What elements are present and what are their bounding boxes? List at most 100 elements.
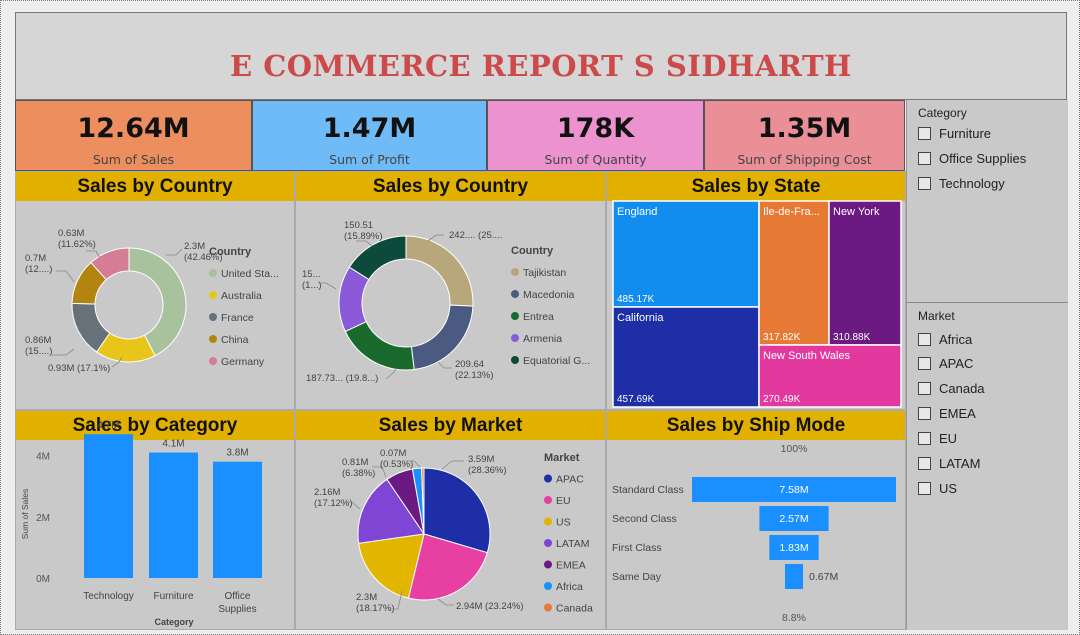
treemap-cell[interactable]: [758, 344, 902, 408]
kpi-card-shipping-cost[interactable]: 1.35M Sum of Shipping Cost: [704, 100, 905, 171]
funnel-bar[interactable]: [692, 477, 896, 502]
legend-label[interactable]: US: [556, 517, 571, 529]
kpi-card-profit[interactable]: 1.47M Sum of Profit: [252, 100, 487, 171]
data-label: 2.3M: [184, 241, 205, 252]
kpi-card-sales[interactable]: 12.64M Sum of Sales: [15, 100, 252, 171]
treemap-label: New York: [833, 206, 880, 218]
bar[interactable]: [84, 434, 133, 578]
market-slicer: Market Africa APAC Canada EMEA EU LATAM …: [906, 303, 1068, 630]
market-option-us[interactable]: US: [918, 479, 957, 497]
legend-label[interactable]: Africa: [556, 581, 583, 593]
slice-3[interactable]: [357, 478, 425, 544]
checkbox[interactable]: [918, 176, 931, 190]
market-option-canada[interactable]: Canada: [918, 379, 985, 397]
legend-label[interactable]: Equatorial G...: [523, 355, 590, 367]
checkbox[interactable]: [918, 356, 931, 370]
legend-label[interactable]: Armenia: [523, 333, 562, 345]
legend-label[interactable]: Tajikistan: [523, 267, 566, 279]
slice-2[interactable]: [358, 533, 425, 599]
checkbox[interactable]: [918, 431, 931, 445]
legend-label[interactable]: Macedonia: [523, 289, 575, 301]
legend-label[interactable]: Australia: [221, 290, 262, 302]
checkbox[interactable]: [918, 332, 931, 346]
sales-by-ship-mode-funnel-chart[interactable]: 100% Standard Class 7.58M Second Class 2.57M…: [607, 411, 906, 630]
market-option-latam[interactable]: LATAM: [918, 454, 980, 472]
funnel-top-percent: 100%: [781, 443, 808, 455]
slice-2[interactable]: [344, 321, 415, 371]
treemap-label: New South Wales: [763, 350, 851, 362]
legend-label[interactable]: APAC: [556, 474, 584, 486]
option-label: Canada: [939, 380, 985, 396]
bar[interactable]: [149, 452, 198, 578]
data-label: 187.73... (19.8...): [306, 373, 378, 384]
sales-by-state-treemap[interactable]: England 485.17K California 457.69K Ile-de-Fr…: [607, 172, 906, 410]
treemap-value: 457.69K: [617, 394, 655, 405]
leader-line: [385, 368, 397, 380]
sales-by-ship-mode-panel[interactable]: Sales by Ship Mode 100% Standard Class 7.5…: [606, 410, 906, 630]
category-option-furniture[interactable]: Furniture: [918, 124, 991, 142]
slice-6[interactable]: [421, 467, 425, 535]
funnel-category-label: First Class: [612, 542, 662, 554]
sales-by-country-donut-chart[interactable]: 2.3M(42.46%) 0.93M (17.1%) 0.86M(15....) 0.…: [16, 172, 295, 410]
legend-marker: [511, 290, 519, 298]
checkbox[interactable]: [918, 126, 931, 140]
panel-title: Sales by Market: [296, 411, 605, 440]
data-label: 0.63M: [58, 228, 84, 239]
legend-label[interactable]: EU: [556, 495, 571, 507]
leader-line: [388, 590, 403, 610]
option-label: Technology: [939, 175, 1005, 191]
funnel-bar[interactable]: [759, 506, 829, 531]
legend-label[interactable]: EMEA: [556, 560, 586, 572]
slice-0[interactable]: [405, 235, 474, 307]
sales-by-country-panel-1[interactable]: Sales by Country 2.3M (42.46%) 0.93M (17.1…: [15, 171, 295, 410]
checkbox[interactable]: [918, 481, 931, 495]
legend-label[interactable]: France: [221, 312, 254, 324]
legend-label[interactable]: Entrea: [523, 311, 554, 323]
legend-label[interactable]: Germany: [221, 356, 265, 368]
slice-4[interactable]: [90, 247, 130, 281]
legend-title: Country: [511, 245, 554, 257]
legend-label[interactable]: United Sta...: [221, 268, 279, 280]
funnel-bar[interactable]: [784, 564, 804, 589]
treemap-cell[interactable]: [758, 200, 830, 346]
treemap-cell[interactable]: [828, 200, 902, 346]
data-label: (22.13%): [455, 370, 494, 381]
checkbox[interactable]: [918, 456, 931, 470]
category-option-office-supplies[interactable]: Office Supplies: [918, 149, 1026, 167]
legend-marker: [511, 312, 519, 320]
bar[interactable]: [213, 461, 262, 578]
legend-marker: [209, 357, 217, 365]
sales-by-market-pie-chart[interactable]: 3.59M(28.36%) 2.94M (23.24%) 2.3M(18.17%) 2…: [296, 411, 606, 630]
legend-label[interactable]: Canada: [556, 603, 593, 615]
slice-0[interactable]: [128, 247, 187, 357]
funnel-bar[interactable]: [769, 535, 819, 560]
sales-by-country-donut-chart-2[interactable]: 242.... (25.... 209.64(22.13%) 187.73... (…: [296, 172, 606, 410]
sales-by-category-panel[interactable]: Sales by Category 0M 2M 4M Sum of Sales 4.7M…: [15, 410, 295, 630]
data-label: 3.59M: [468, 454, 494, 465]
sales-by-state-panel[interactable]: Sales by State England 485.17K California 4…: [606, 171, 906, 410]
category-slicer-title: Category: [918, 106, 967, 120]
treemap-cell[interactable]: [612, 306, 760, 408]
leader-line: [356, 240, 373, 247]
data-label: (28.36%): [468, 465, 507, 476]
slice-1[interactable]: [407, 533, 488, 601]
checkbox[interactable]: [918, 151, 931, 165]
market-option-apac[interactable]: APAC: [918, 354, 973, 372]
legend-label[interactable]: China: [221, 334, 249, 346]
bar-value-label: 3.8M: [226, 448, 248, 459]
market-option-emea[interactable]: EMEA: [918, 404, 976, 422]
sales-by-market-panel[interactable]: Sales by Market 3.59M (28.36%) 2.94M (23.2…: [295, 410, 606, 630]
market-option-africa[interactable]: Africa: [918, 330, 972, 348]
category-option-technology[interactable]: Technology: [918, 174, 1005, 192]
legend-label[interactable]: LATAM: [556, 538, 589, 550]
checkbox[interactable]: [918, 406, 931, 420]
treemap-cell[interactable]: [612, 200, 760, 308]
kpi-card-quantity[interactable]: 178K Sum of Quantity: [487, 100, 704, 171]
sales-by-country-panel-2[interactable]: Sales by Country 242.... (25.... 209.64 (2…: [295, 171, 606, 410]
sales-by-category-bar-chart[interactable]: 0M 2M 4M Sum of Sales 4.7M 4.1M 3.8M Technology…: [16, 411, 295, 630]
market-option-eu[interactable]: EU: [918, 429, 957, 447]
funnel-category-label: Same Day: [612, 571, 662, 583]
checkbox[interactable]: [918, 381, 931, 395]
slice-0[interactable]: [423, 467, 491, 554]
slice-4[interactable]: [348, 235, 407, 281]
